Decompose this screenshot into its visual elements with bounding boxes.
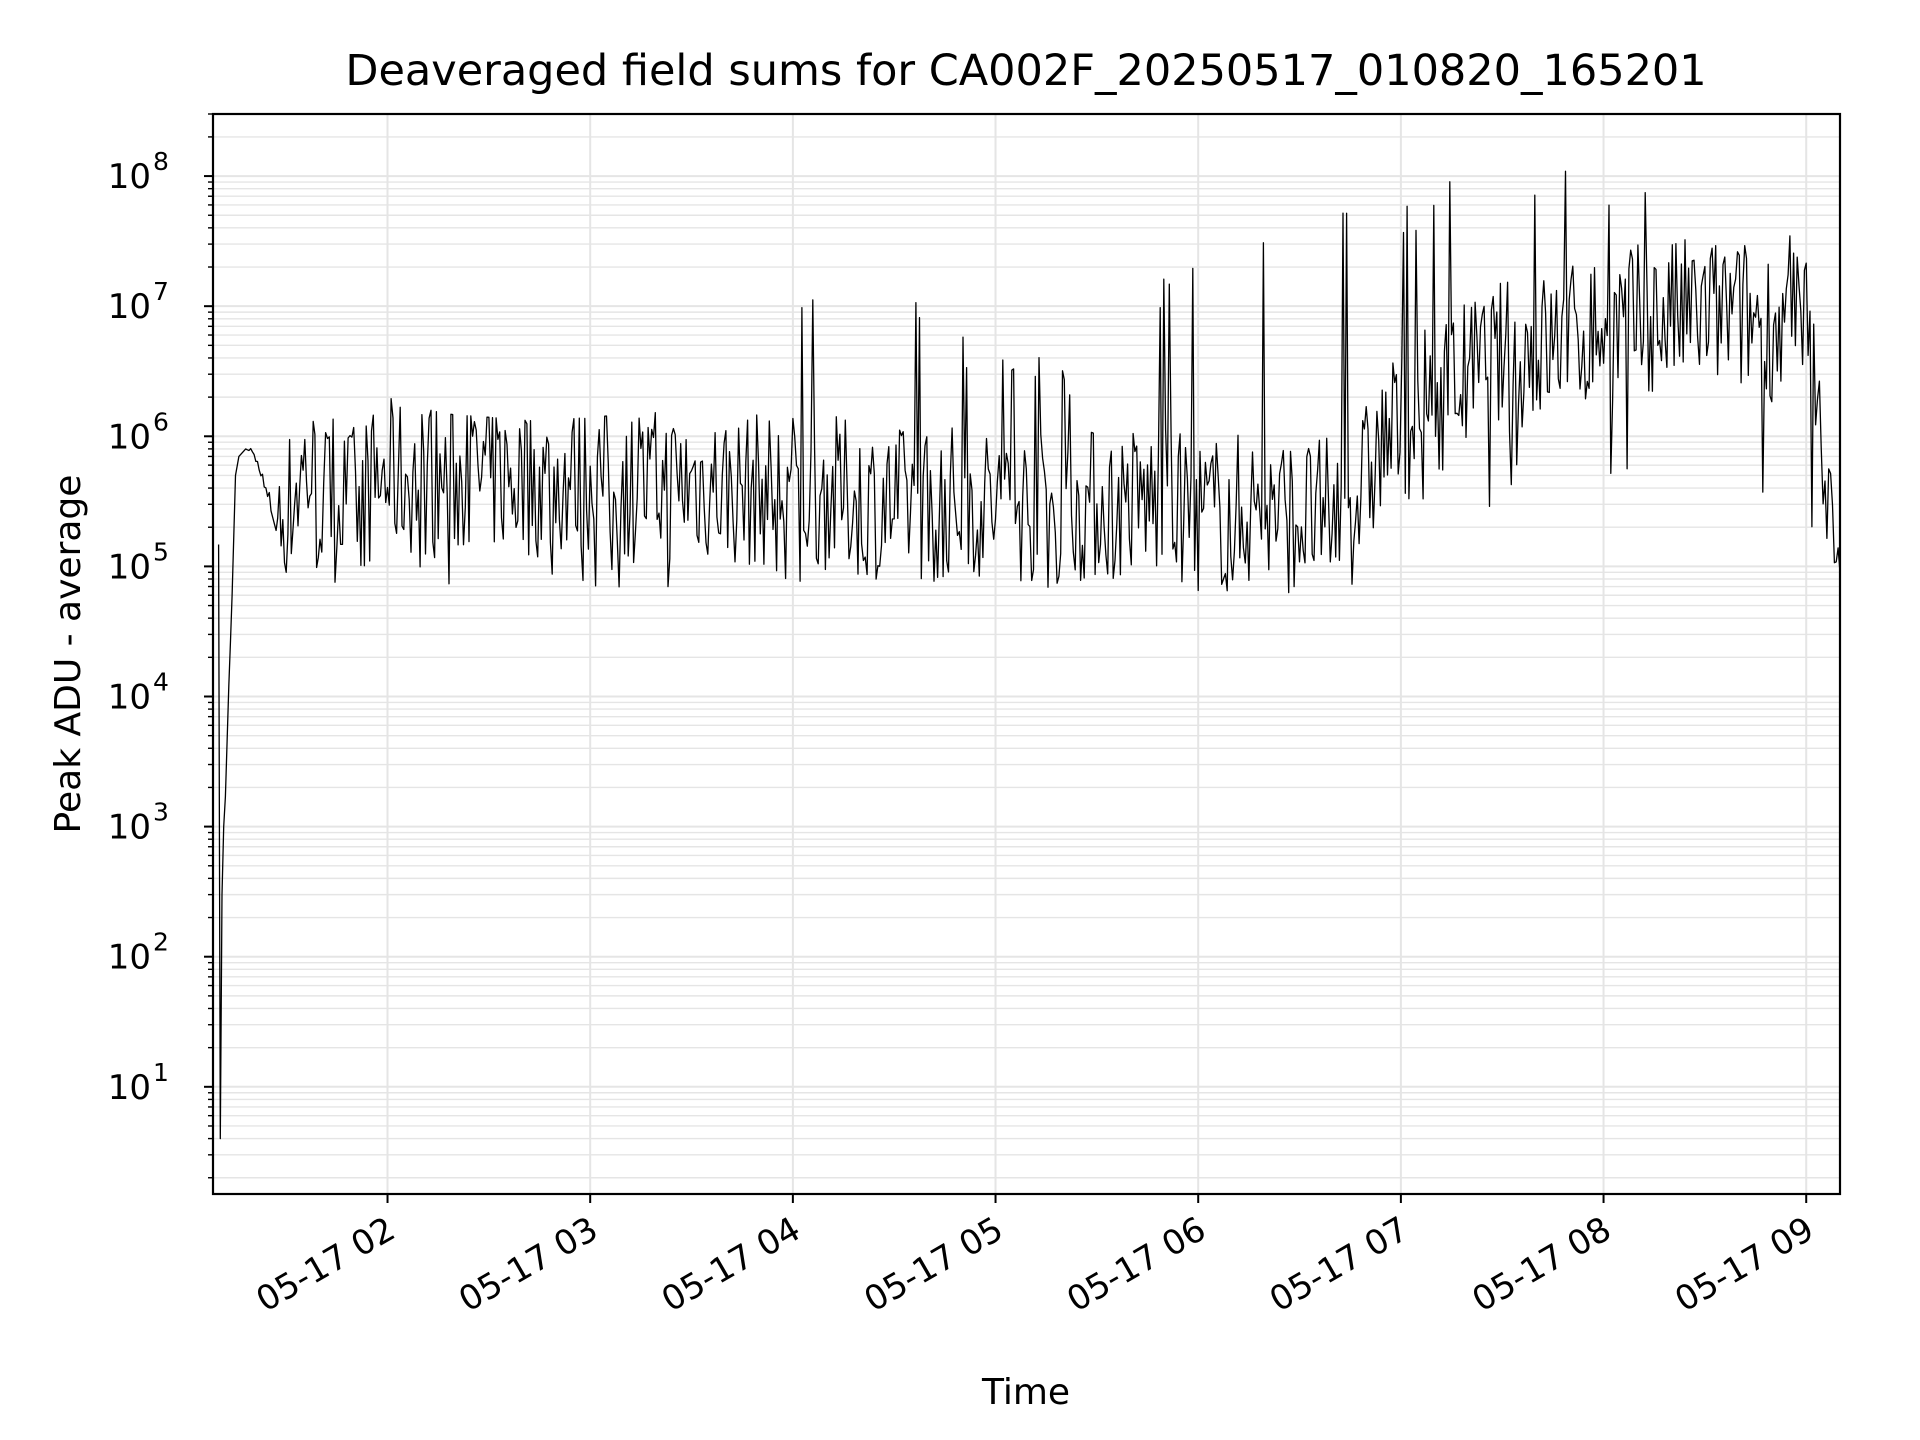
y-tick-exponent: 5 [153, 537, 169, 566]
y-tick-exponent: 2 [153, 928, 169, 957]
series-line-0 [217, 170, 1841, 1140]
y-tick-exponent: 6 [153, 407, 169, 436]
y-tick-base: 10 [108, 677, 151, 717]
y-tick-base: 10 [108, 287, 151, 327]
y-tick-label: 10 6 [108, 407, 169, 457]
y-tick-exponent: 7 [153, 277, 169, 306]
y-tick-base: 10 [108, 417, 151, 457]
y-tick-base: 10 [108, 547, 151, 587]
y-axis-label: Peak ADU - average [48, 475, 89, 834]
y-tick-exponent: 8 [153, 147, 169, 176]
y-tick-label: 10 3 [108, 798, 169, 848]
y-tick-label: 10 5 [108, 537, 169, 587]
y-tick-base: 10 [108, 1068, 151, 1108]
grid-lines [213, 113, 1840, 1194]
y-tick-label: 10 1 [108, 1058, 169, 1108]
y-tick-base: 10 [108, 938, 151, 978]
y-tick-exponent: 3 [153, 798, 169, 827]
chart-title: Deaveraged field sums for CA002F_2025051… [345, 46, 1706, 96]
plot-frame [211, 112, 1842, 1196]
y-tick-label: 10 7 [108, 277, 169, 327]
series-layer [217, 170, 1841, 1140]
y-tick-label: 10 8 [108, 147, 169, 197]
y-tick-exponent: 1 [153, 1058, 169, 1087]
y-tick-base: 10 [108, 157, 151, 197]
y-tick-exponent: 4 [153, 667, 169, 696]
x-axis-label: Time [981, 1372, 1070, 1413]
y-tick-base: 10 [108, 808, 151, 848]
y-tick-label: 10 2 [108, 928, 169, 978]
y-tick-label: 10 4 [108, 667, 169, 717]
